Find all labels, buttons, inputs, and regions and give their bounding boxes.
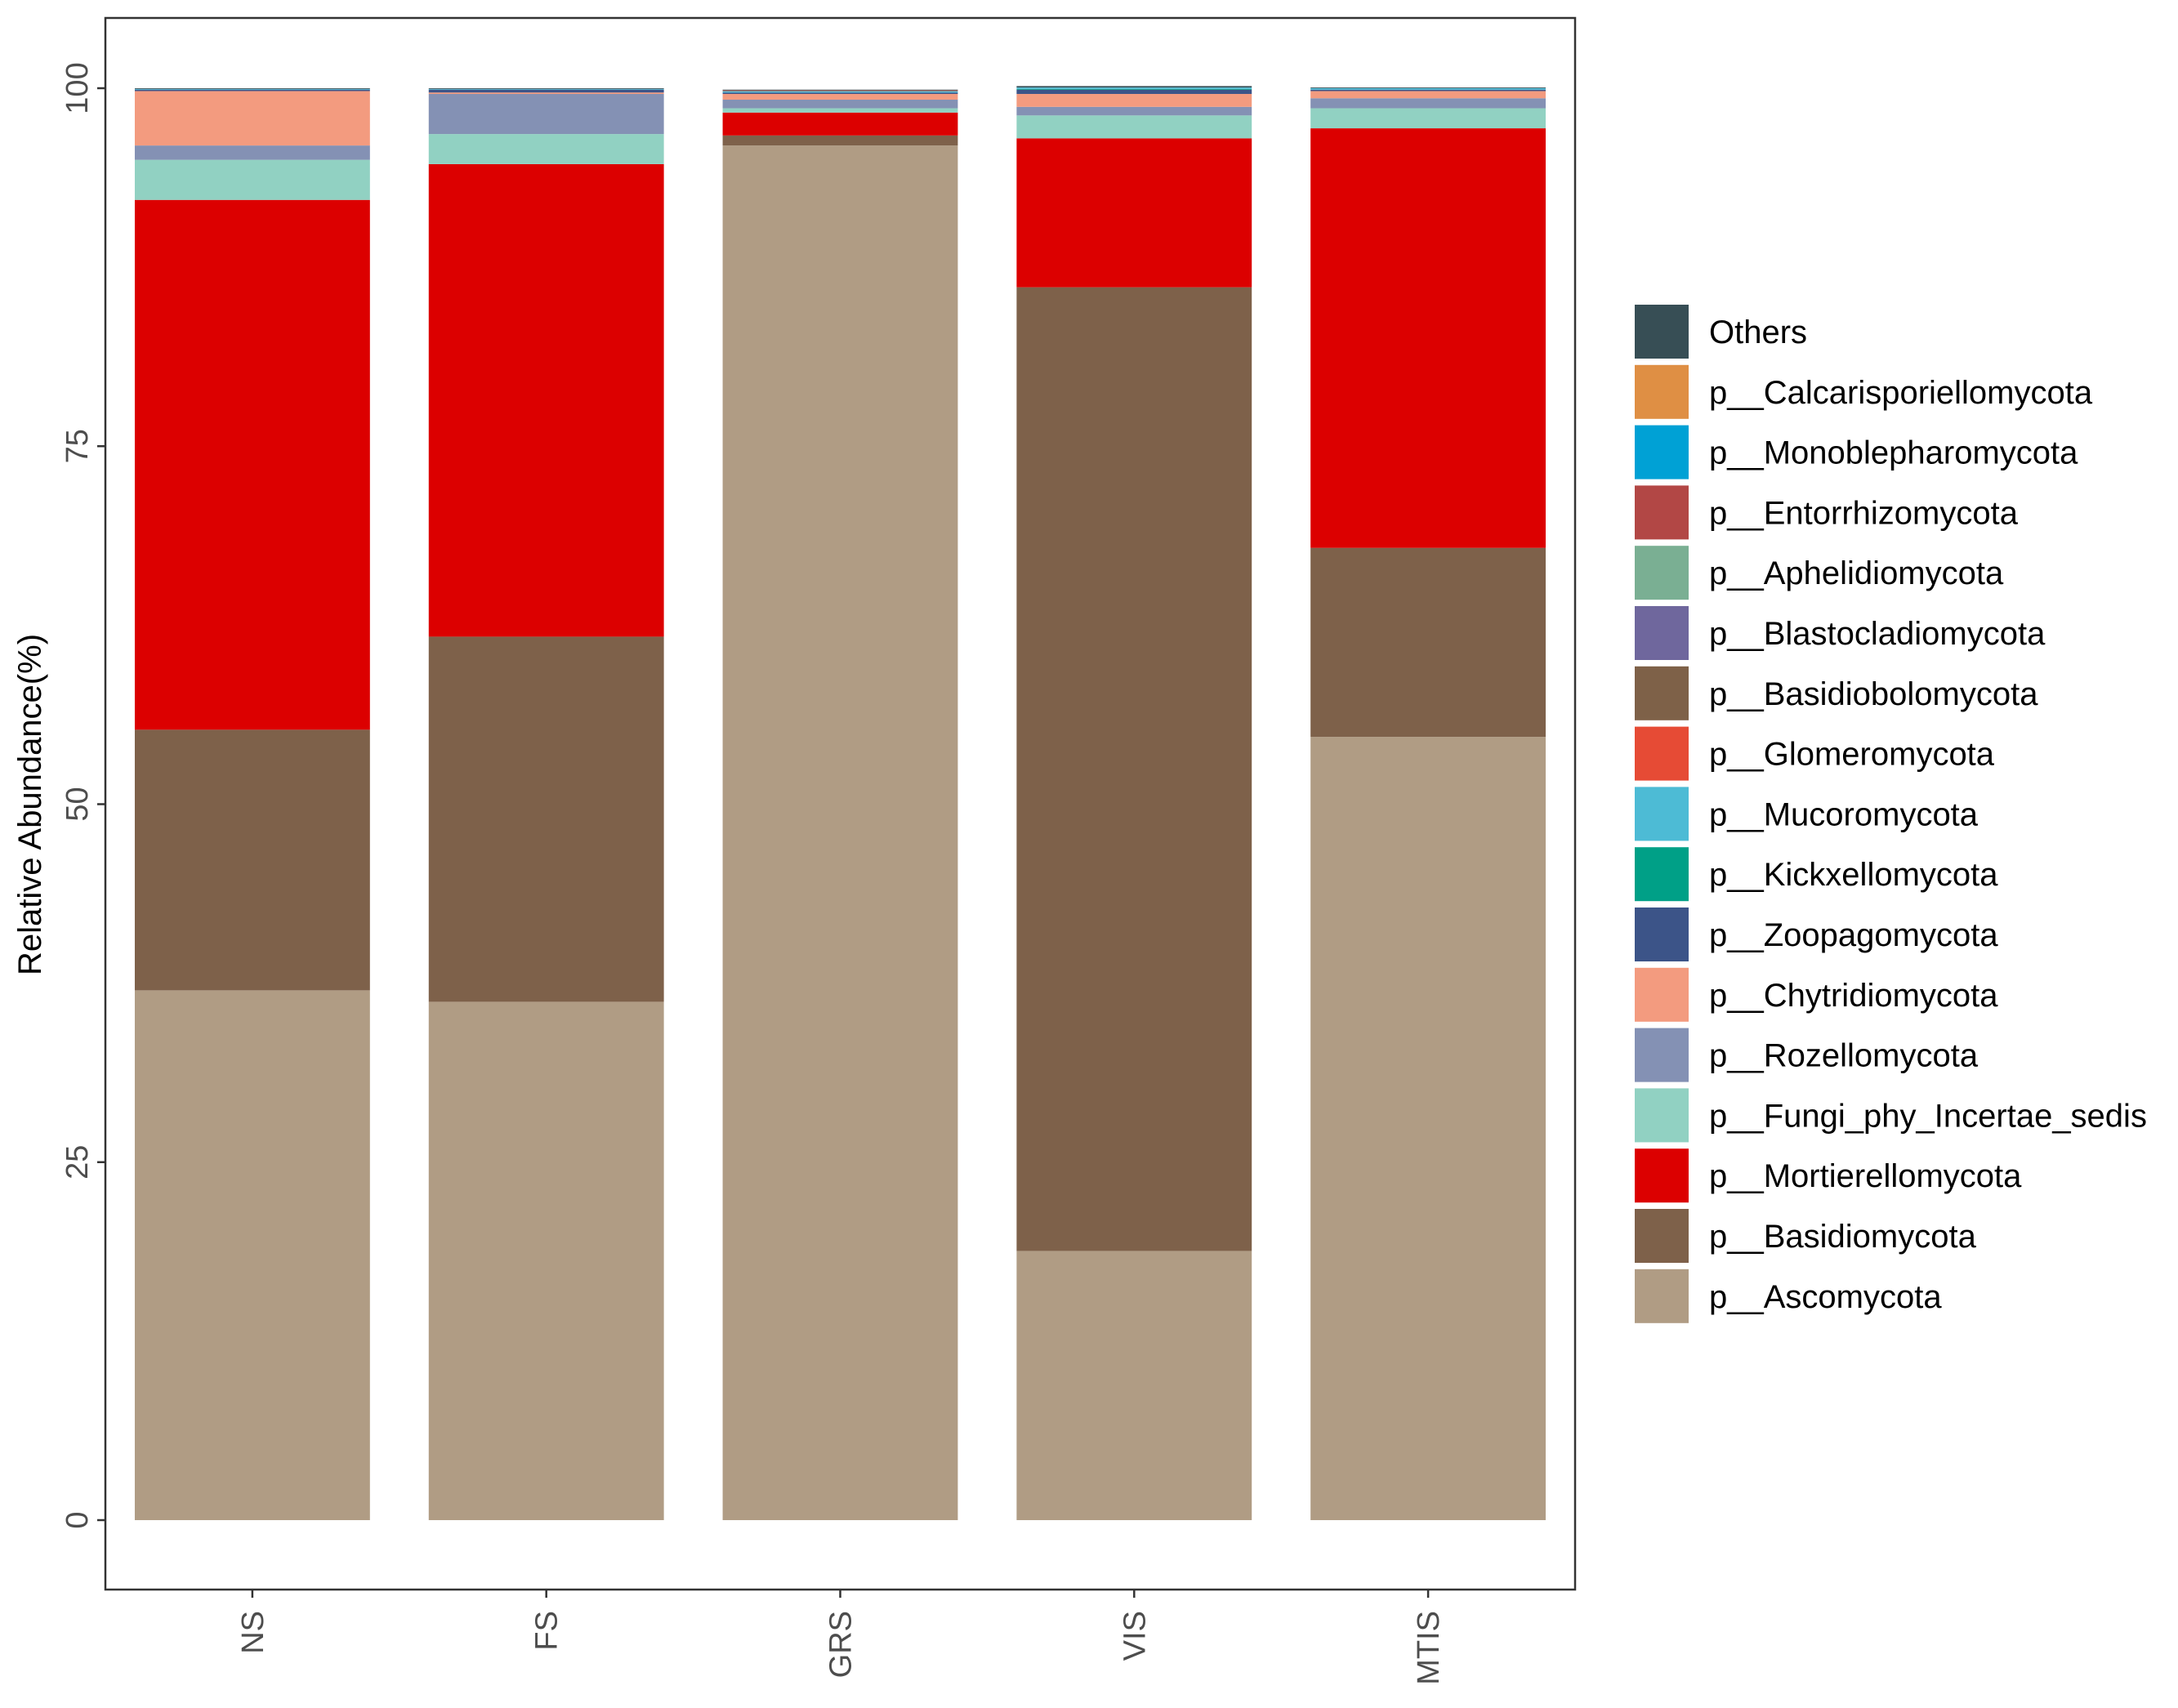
legend-swatch-mucoromycota [1633,785,1690,843]
legend-label-kickxellomycota: p__Kickxellomycota [1709,857,1998,893]
legend-label-others: Others [1709,314,1807,350]
bar-segment-ns-chytridiomycota [134,91,370,146]
bar-segment-vis-rozellomycota [1016,106,1252,116]
legend: Others p__Calcarisporiellomycota p__Monobl… [1633,303,2147,1325]
bar-segment-grs-basidiomycota [722,135,958,146]
y-tick-label: 0 [60,1511,95,1528]
legend-swatch-basidiobolomycota [1633,664,1690,722]
bar-segment-mtis-others [1310,87,1546,88]
legend-swatch-others [1633,303,1690,360]
bar-segment-ns-mortierellomycota [134,199,370,730]
bar-segment-ns-others [134,88,370,89]
bar-segment-mtis-ascomycota [1310,737,1546,1520]
bar-segment-fs-rozellomycota [428,94,664,135]
bar-segment-fs-chytridiomycota [428,92,664,95]
bar-segment-grs-ascomycota [722,145,958,1520]
legend-swatch-rozellomycota [1633,1026,1690,1084]
legend-label-fungi-phy-incertae-sedis: p__Fungi_phy_Incertae_sedis [1709,1098,2147,1134]
bar-segment-vis-kickxellomycota [1016,88,1252,90]
legend-label-ascomycota: p__Ascomycota [1709,1279,1942,1315]
legend-label-entorrhizomycota: p__Entorrhizomycota [1709,495,2019,531]
bar-segment-grs-zoopagomycota [722,92,958,95]
legend-swatch-calcarisporiellomycota [1633,363,1690,421]
legend-label-basidiobolomycota: p__Basidiobolomycota [1709,676,2038,712]
legend-label-zoopagomycota: p__Zoopagomycota [1709,917,1998,953]
bar-segment-grs-mortierellomycota [722,112,958,136]
bar-segment-mtis-mucoromycota [1310,88,1546,90]
bar-segment-vis-fungi-phy-incertae-sedis [1016,115,1252,139]
legend-label-basidiomycota: p__Basidiomycota [1709,1219,1977,1255]
bar-segment-ns-ascomycota [134,990,370,1520]
legend-swatch-ascomycota [1633,1267,1690,1325]
legend-swatch-blastocladiomycota [1633,604,1690,662]
x-tick-label-grs: GRS [824,1611,859,1678]
legend-swatch-zoopagomycota [1633,906,1690,963]
y-tick-label: 25 [60,1145,95,1180]
bar-segment-fs-others [428,88,664,89]
bar-segment-vis-basidiomycota [1016,287,1252,1251]
bar-segment-fs-ascomycota [428,1001,664,1520]
legend-swatch-entorrhizomycota [1633,484,1690,542]
y-tick-label: 50 [60,787,95,821]
legend-swatch-monoblepharomycota [1633,423,1690,481]
bar-segment-mtis-fungi-phy-incertae-sedis [1310,108,1546,129]
bar-segment-vis-mortierellomycota [1016,138,1252,288]
bar-segment-fs-mortierellomycota [428,163,664,637]
y-tick-label: 75 [60,429,95,463]
bar-segment-mtis-rozellomycota [1310,98,1546,109]
legend-label-mucoromycota: p__Mucoromycota [1709,796,1979,832]
bar-segment-ns-basidiomycota [134,729,370,991]
y-axis-title: Relative Abundance(%) [12,634,48,975]
y-tick-label: 100 [60,62,95,114]
bar-segment-mtis-mortierellomycota [1310,128,1546,548]
bar-segment-mtis-zoopagomycota [1310,89,1546,91]
bar-segment-mtis-basidiomycota [1310,547,1546,738]
bar-segment-mtis-chytridiomycota [1310,91,1546,99]
bar-segment-grs-mucoromycota [722,91,958,93]
legend-label-mortierellomycota: p__Mortierellomycota [1709,1158,2022,1194]
bar-segment-vis-chytridiomycota [1016,94,1252,107]
legend-label-chytridiomycota: p__Chytridiomycota [1709,978,1998,1014]
legend-swatch-fungi-phy-incertae-sedis [1633,1086,1690,1144]
bar-segment-vis-ascomycota [1016,1251,1252,1520]
legend-label-glomeromycota: p__Glomeromycota [1709,737,1995,773]
legend-swatch-mortierellomycota [1633,1147,1690,1205]
legend-swatch-aphelidiomycota [1633,544,1690,602]
bar-segment-fs-mucoromycota [428,88,664,90]
bar-segment-grs-others [722,89,958,91]
bar-segment-ns-fungi-phy-incertae-sedis [134,159,370,200]
bar-segment-fs-fungi-phy-incertae-sedis [428,134,664,164]
x-tick-label-mtis: MTIS [1412,1611,1446,1685]
bar-segment-vis-mucoromycota [1016,87,1252,89]
legend-label-calcarisporiellomycota: p__Calcarisporiellomycota [1709,375,2093,411]
bar-segment-vis-others [1016,86,1252,88]
legend-swatch-glomeromycota [1633,725,1690,783]
legend-swatch-basidiomycota [1633,1207,1690,1264]
legend-label-rozellomycota: p__Rozellomycota [1709,1038,1979,1074]
bar-segment-ns-rozellomycota [134,145,370,160]
x-tick-label-ns: NS [236,1611,270,1654]
legend-swatch-chytridiomycota [1633,965,1690,1023]
bar-segment-grs-rozellomycota [722,100,958,109]
bars-layer [134,86,1546,1520]
legend-label-monoblepharomycota: p__Monoblepharomycota [1709,435,2078,471]
bar-segment-fs-basidiomycota [428,636,664,1002]
legend-swatch-kickxellomycota [1633,845,1690,903]
bar-segment-fs-zoopagomycota [428,89,664,93]
bar-segment-vis-zoopagomycota [1016,89,1252,95]
bar-segment-grs-chytridiomycota [722,94,958,100]
y-axis: 0 25 50 75 100 [60,62,105,1529]
bar-segment-ns-zoopagomycota [134,89,370,91]
legend-label-blastocladiomycota: p__Blastocladiomycota [1709,616,2046,652]
bar-segment-grs-fungi-phy-incertae-sedis [722,108,958,113]
x-tick-label-vis: VIS [1118,1611,1152,1661]
legend-label-aphelidiomycota: p__Aphelidiomycota [1709,555,2004,591]
x-tick-label-fs: FS [530,1611,565,1651]
x-axis: NS FS GRS VIS MTIS [236,1590,1446,1685]
bar-segment-ns-mucoromycota [134,88,370,90]
